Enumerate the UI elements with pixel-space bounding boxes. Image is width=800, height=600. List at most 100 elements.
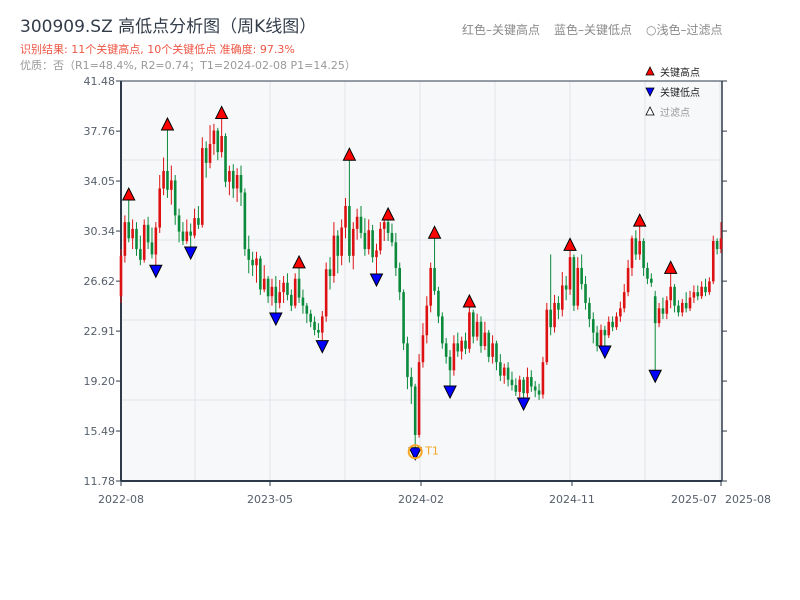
candle-body [123,222,127,256]
candle-body [634,238,638,255]
candle [696,285,700,301]
candle [197,205,200,229]
candle-body [611,321,614,328]
candle-body [464,340,467,349]
candle [510,371,514,391]
legend-marker-triangle-down [645,87,655,97]
candle [146,216,150,250]
candle-body [166,170,169,190]
key-low-marker [149,264,163,279]
candle [324,262,328,322]
candle [351,222,355,270]
key-low-marker [269,312,283,327]
candle [514,378,518,396]
candle-body [688,297,692,309]
candle-body [653,296,657,324]
candle-body [251,259,254,266]
candle [460,336,463,360]
candle [131,219,134,250]
candle [475,313,479,341]
candle [251,251,254,277]
candle-body [638,241,642,255]
candle [348,160,351,263]
candle [177,208,181,243]
key-high-marker [563,237,577,251]
candle-body [382,222,386,229]
candle [619,301,622,322]
candle-body [301,297,305,306]
candle [553,294,556,333]
candle-body [456,343,460,352]
candle [359,205,363,239]
candle [363,218,367,256]
candle [154,222,158,266]
candle [243,188,247,256]
candle [452,335,456,376]
candle [158,175,162,233]
candle-body [584,284,587,303]
candle [142,219,146,263]
candle-body [530,377,533,387]
candle [588,297,591,328]
key-high-marker [292,254,306,269]
candle [247,235,251,274]
legend-marker-triangle-up-outline [645,106,655,116]
x-tick-label: 2025-08 [725,493,771,506]
candle-body [212,130,216,145]
key-high-marker [427,225,442,239]
candle-body [588,302,591,320]
candle-body [220,135,223,153]
candle-body [185,231,189,241]
candle [611,316,614,332]
candle-body [665,300,669,314]
x-tick-label: 2024-11 [549,493,595,506]
candle-body [293,278,297,306]
key-low-marker [408,447,423,461]
candle-body [533,386,537,391]
candle-body [487,332,491,357]
candle-body [537,390,541,395]
candle [135,222,138,256]
candle [139,235,142,266]
key-low-marker [598,345,612,360]
candle-body [150,242,154,255]
candle [235,168,239,202]
candle-body [197,218,200,225]
candle [657,302,661,328]
key-low-marker [315,340,330,354]
candle [530,370,533,392]
candle-body [235,175,239,189]
candle-body [139,249,142,260]
candle [630,235,634,277]
candle [456,332,460,357]
candle [208,125,212,169]
candle-body [684,302,688,309]
candle [410,367,413,404]
candle [166,130,169,198]
candle [231,164,235,198]
key-high-marker [663,260,678,274]
candle-body [483,332,487,347]
candle-body [297,278,301,298]
legend-label: 过滤点 [660,106,690,119]
candle-body [282,282,285,293]
candle [533,381,537,398]
candle [591,312,595,344]
candle [487,329,491,363]
candle-body [305,305,309,314]
candle-body [460,340,463,352]
t1-label: T1 [424,445,439,458]
candle-body [518,379,522,392]
candle [622,284,626,313]
candle [290,289,293,312]
candle [692,285,696,303]
candle [119,249,123,303]
key-high-marker [342,147,357,161]
candle [185,219,189,244]
y-tick-label: 19.20 [84,375,116,388]
candle-body [708,281,711,293]
candle-body [661,308,665,314]
